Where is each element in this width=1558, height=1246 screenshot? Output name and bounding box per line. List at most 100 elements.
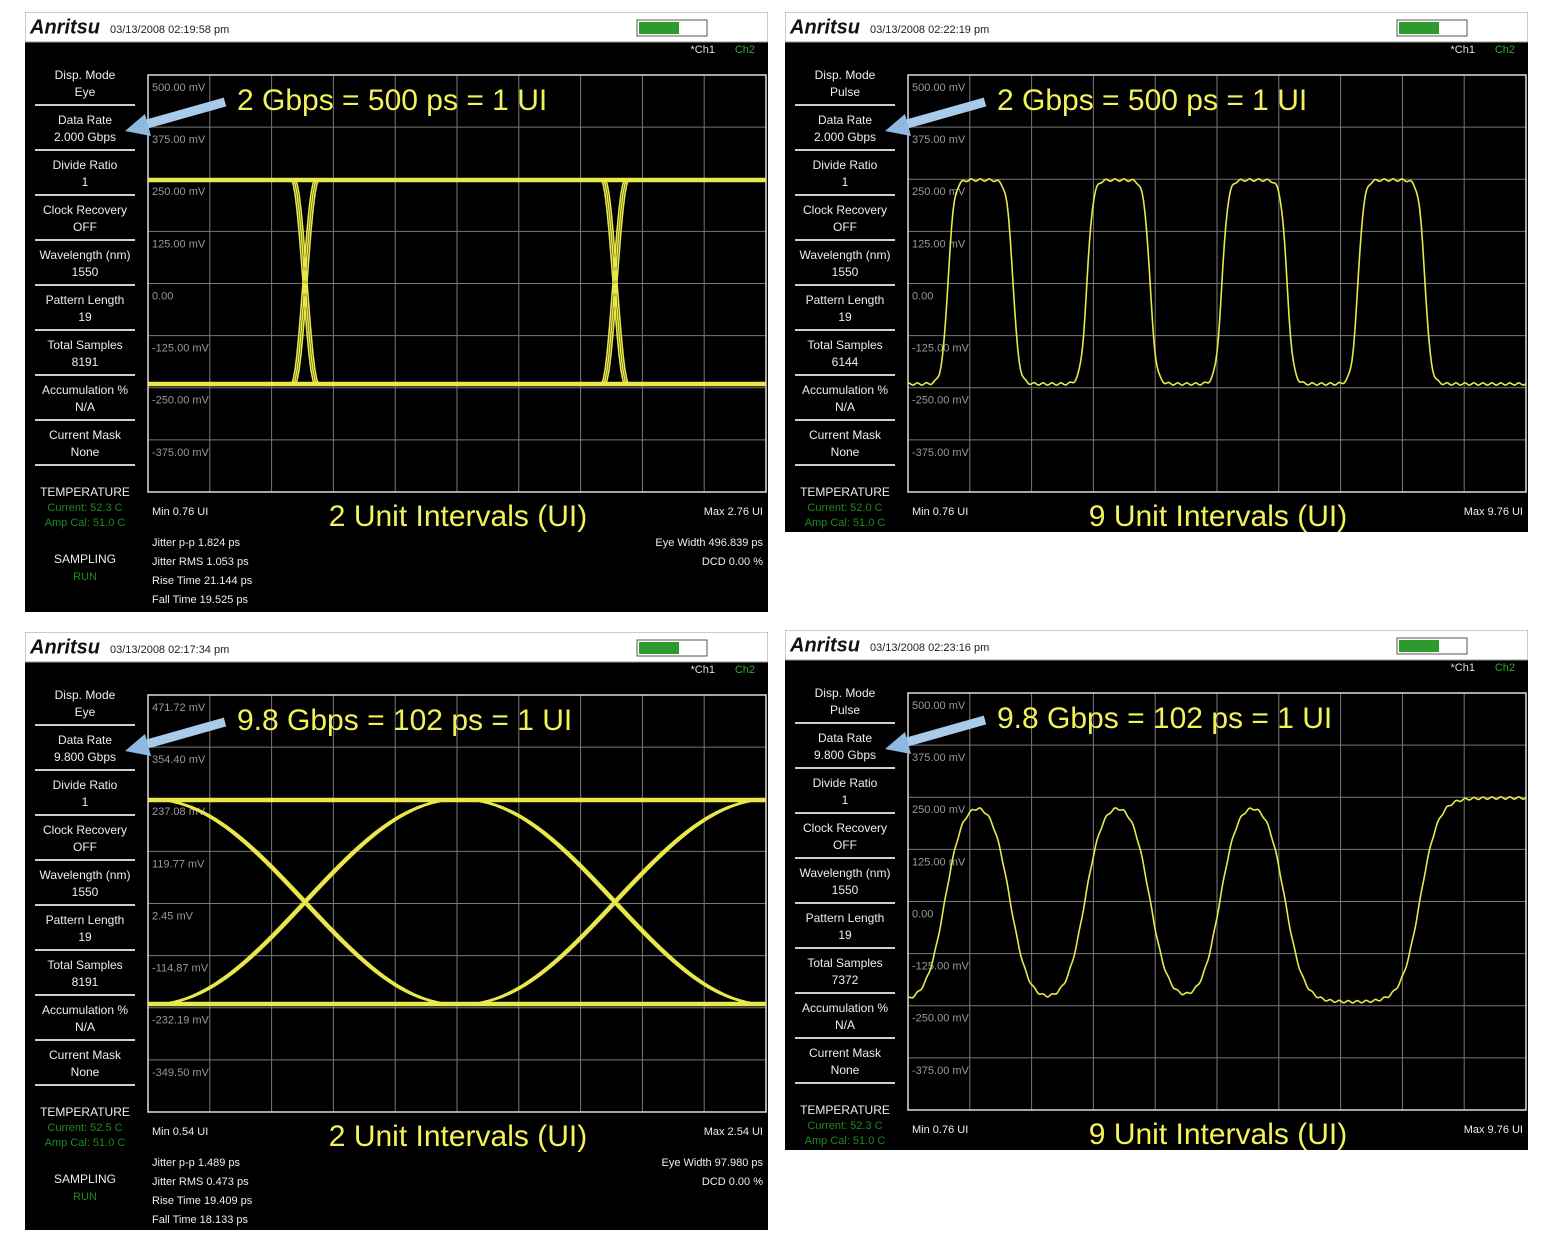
temperature-amp-cal: Amp Cal: 51.0 C [805, 517, 886, 529]
stat: Eye Width 496.839 ps [655, 537, 763, 549]
x-caption: 9 Unit Intervals (UI) [1089, 500, 1347, 532]
y-label: 354.40 mV [152, 754, 206, 766]
min-label: Min 0.76 UI [912, 1124, 968, 1136]
arrow-head [885, 114, 911, 136]
x-caption: 9 Unit Intervals (UI) [1089, 1118, 1347, 1150]
y-label: -250.00 mV [912, 1013, 970, 1025]
sampling-label: SAMPLING [54, 1172, 116, 1186]
y-label: 500.00 mV [912, 700, 966, 712]
y-label: 0.00 [912, 290, 933, 302]
setting-label: Disp. Mode [815, 68, 876, 82]
setting-value: 19 [838, 310, 852, 324]
y-label: 237.08 mV [152, 806, 206, 818]
y-label: 250.00 mV [912, 186, 966, 198]
battery-level [1399, 640, 1439, 652]
y-label: 125.00 mV [912, 856, 966, 868]
stat: DCD 0.00 % [702, 1176, 763, 1188]
setting-value: N/A [835, 1018, 855, 1032]
setting-value: OFF [73, 220, 97, 234]
stat: Jitter p-p 1.824 ps [152, 537, 241, 549]
y-label: 2.45 mV [152, 910, 194, 922]
setting-value: N/A [75, 400, 95, 414]
screen-bg [785, 12, 1528, 532]
plot-border [907, 692, 1527, 1111]
battery-level [1399, 22, 1439, 34]
plot-border [147, 74, 767, 493]
setting-label: Disp. Mode [55, 68, 116, 82]
setting-label: Clock Recovery [803, 821, 887, 835]
setting-label: Accumulation % [42, 383, 128, 397]
temperature-label: TEMPERATURE [800, 485, 890, 499]
waveform [908, 177, 1526, 387]
y-label: 375.00 mV [912, 752, 966, 764]
setting-label: Current Mask [809, 428, 882, 442]
setting-label: Total Samples [807, 956, 882, 970]
annotation: 2 Gbps = 500 ps = 1 UI [237, 84, 547, 117]
setting-label: Data Rate [818, 113, 872, 127]
stat: DCD 0.00 % [702, 556, 763, 568]
setting-value: 1550 [72, 885, 99, 899]
setting-value: 1550 [72, 265, 99, 279]
y-label: -250.00 mV [912, 395, 970, 407]
setting-label: Accumulation % [802, 383, 888, 397]
setting-label: Wavelength (nm) [40, 248, 131, 262]
setting-label: Total Samples [807, 338, 882, 352]
y-label: 125.00 mV [912, 238, 966, 250]
setting-value: Pulse [830, 85, 860, 99]
y-label: -114.87 mV [152, 963, 209, 975]
setting-value: None [831, 1063, 860, 1077]
battery-level [639, 642, 679, 654]
temperature-label: TEMPERATURE [800, 1103, 890, 1117]
setting-value: Pulse [830, 703, 860, 717]
min-label: Min 0.76 UI [912, 506, 968, 518]
setting-label: Disp. Mode [815, 686, 876, 700]
y-label: 125.00 mV [152, 238, 206, 250]
arrow-head [125, 114, 151, 136]
y-label: 471.72 mV [152, 702, 206, 714]
setting-label: Clock Recovery [803, 203, 887, 217]
y-label: 375.00 mV [912, 134, 966, 146]
setting-label: Accumulation % [802, 1001, 888, 1015]
setting-value: OFF [833, 838, 857, 852]
arrow-shaft [138, 97, 227, 131]
setting-label: Clock Recovery [43, 823, 127, 837]
y-label: -375.00 mV [152, 447, 210, 459]
setting-value: 1 [82, 175, 89, 189]
setting-value: 6144 [832, 355, 859, 369]
annotation: 9.8 Gbps = 102 ps = 1 UI [997, 702, 1332, 735]
logo: Anritsu [29, 636, 100, 658]
y-label: -232.19 mV [152, 1015, 210, 1027]
timestamp: 03/13/2008 02:19:58 pm [110, 24, 229, 36]
channel-1: *Ch1 [691, 44, 715, 56]
channel-2: Ch2 [1495, 44, 1515, 56]
annotation: 9.8 Gbps = 102 ps = 1 UI [237, 704, 572, 737]
setting-value: 1 [842, 175, 849, 189]
y-label: 250.00 mV [152, 186, 206, 198]
x-caption: 2 Unit Intervals (UI) [329, 1120, 587, 1153]
setting-label: Divide Ratio [813, 776, 878, 790]
max-label: Max 2.54 UI [704, 1126, 763, 1138]
temperature-label: TEMPERATURE [40, 1105, 130, 1119]
max-label: Max 9.76 UI [1464, 506, 1523, 518]
setting-value: None [71, 1065, 100, 1079]
channel-2: Ch2 [735, 664, 755, 676]
setting-value: 9.800 Gbps [814, 748, 876, 762]
channel-1: *Ch1 [691, 664, 715, 676]
logo: Anritsu [29, 16, 100, 38]
temperature-label: TEMPERATURE [40, 485, 130, 499]
channel-1: *Ch1 [1451, 662, 1475, 674]
instrument-screen: Anritsu 03/13/2008 02:19:58 pm *Ch1 Ch2 Disp… [25, 12, 768, 612]
setting-label: Wavelength (nm) [800, 248, 891, 262]
sampling-value: RUN [73, 1191, 97, 1203]
stat: Jitter RMS 0.473 ps [152, 1176, 249, 1188]
waveform [148, 177, 766, 387]
temperature-current: Current: 52.3 C [807, 1120, 882, 1132]
logo: Anritsu [789, 16, 860, 38]
setting-value: OFF [73, 840, 97, 854]
setting-label: Divide Ratio [53, 778, 118, 792]
stat: Fall Time 18.133 ps [152, 1214, 248, 1226]
setting-label: Divide Ratio [813, 158, 878, 172]
max-label: Max 9.76 UI [1464, 1124, 1523, 1136]
setting-value: 8191 [72, 975, 99, 989]
setting-label: Data Rate [58, 733, 112, 747]
